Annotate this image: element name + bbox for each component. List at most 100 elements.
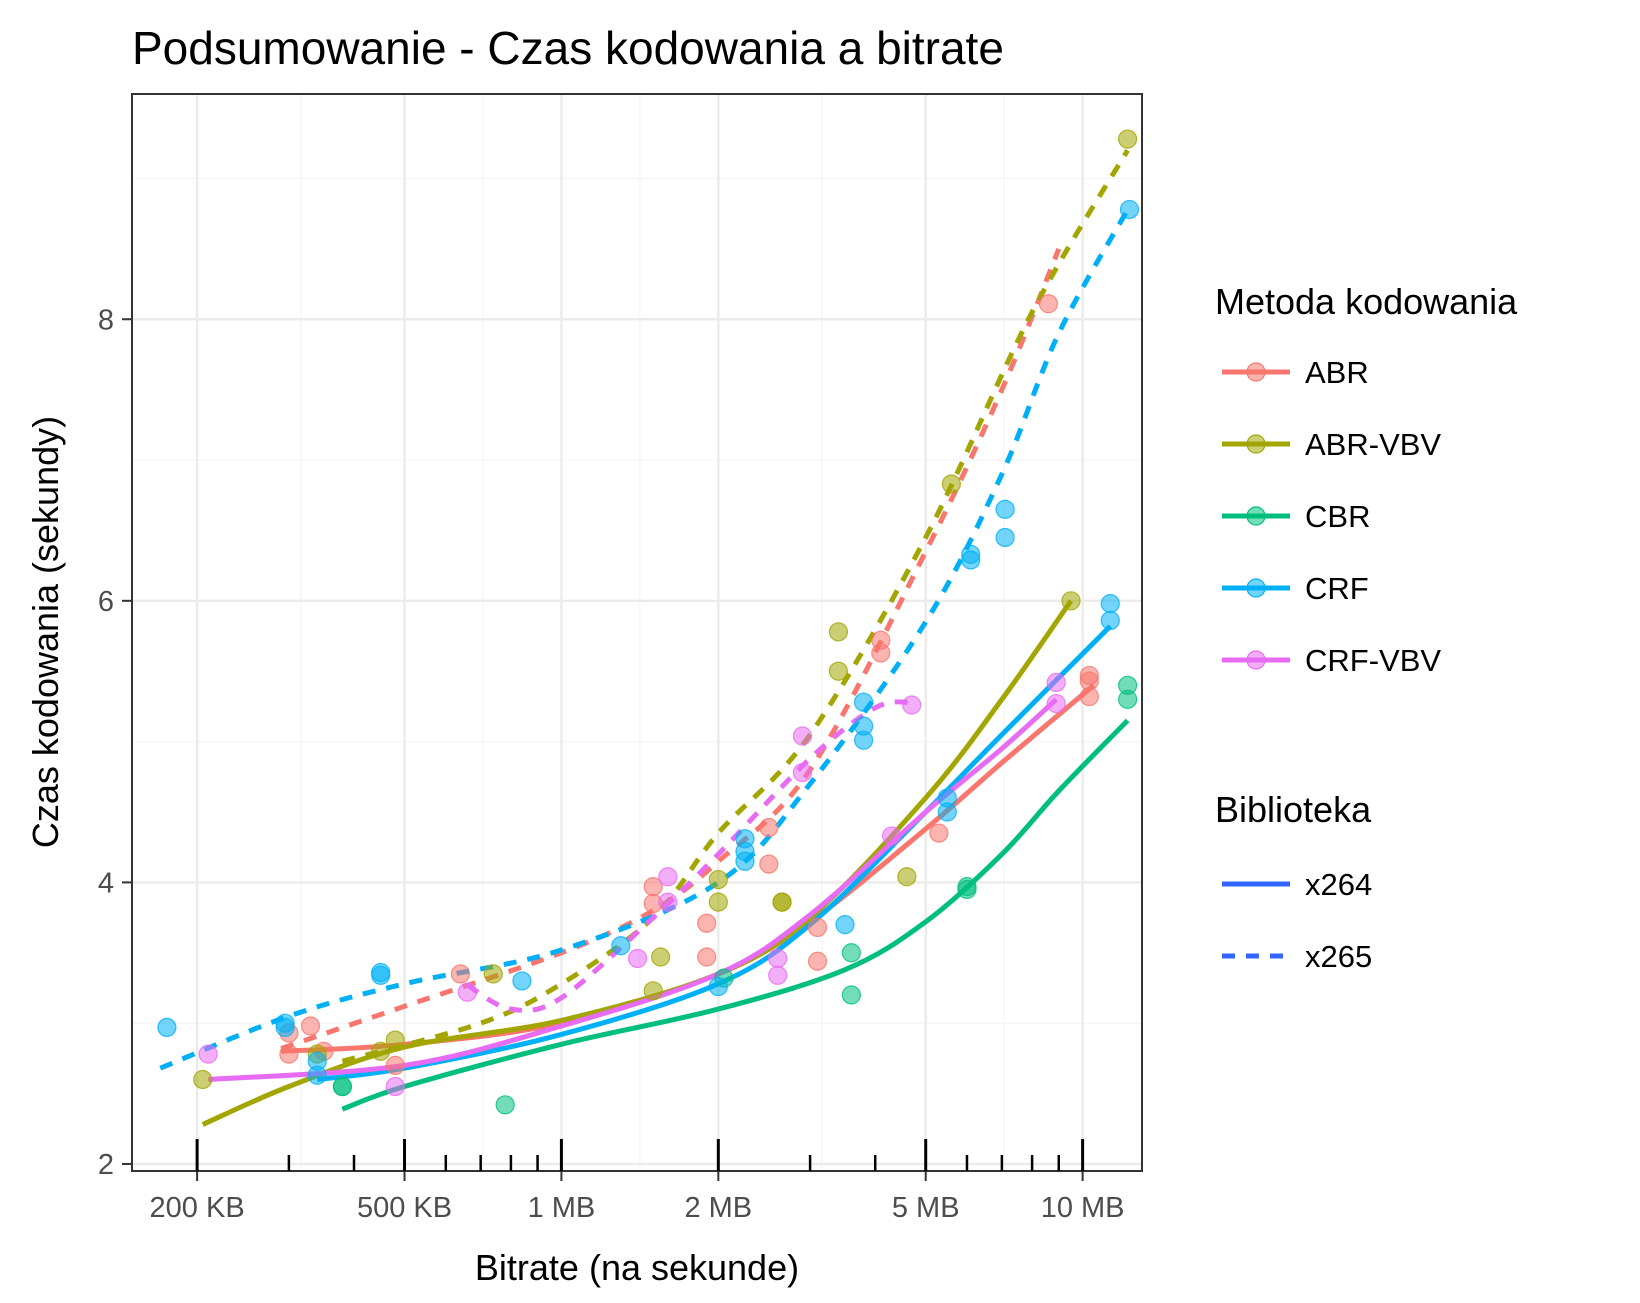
- y-tick-label: 2: [98, 1149, 114, 1181]
- data-point-crf-vbv: [385, 1076, 405, 1097]
- data-point-cbr: [841, 943, 861, 963]
- data-point-abr: [807, 951, 828, 971]
- data-point-crf-vbv: [627, 948, 648, 969]
- fit-lines: [159, 149, 1132, 1127]
- data-point-abr: [759, 817, 779, 838]
- data-point-crf-vbv: [1046, 672, 1066, 693]
- data-point-crf: [937, 788, 957, 808]
- data-point-crf-vbv: [1046, 693, 1066, 714]
- data-point-crf: [853, 716, 874, 736]
- legend-key-point: [1246, 506, 1266, 526]
- legend-label-abr: ABR: [1305, 355, 1369, 390]
- fit-line-x265-crf-vbv: [466, 699, 913, 1013]
- data-point-abr-vbv: [941, 474, 961, 494]
- data-point-crf-vbv: [658, 867, 678, 887]
- data-point-cbr: [1118, 689, 1138, 709]
- legend-label-x264: x264: [1305, 867, 1372, 902]
- data-point-abr: [385, 1055, 405, 1076]
- legend-label-crf-vbv: CRF-VBV: [1305, 643, 1441, 678]
- data-point-abr-vbv: [371, 1041, 391, 1061]
- data-point-abr-vbv: [708, 869, 728, 890]
- data-point-crf: [735, 829, 755, 849]
- data-point-abr: [1079, 686, 1099, 707]
- data-point-abr-vbv: [772, 892, 792, 912]
- data-point-abr: [759, 854, 779, 874]
- data-point-abr-vbv: [651, 947, 671, 967]
- legend-color-title: Metoda kodowania: [1215, 281, 1518, 322]
- data-point-crf: [371, 962, 391, 983]
- legend-label-x265: x265: [1305, 939, 1372, 974]
- data-point-crf-vbv: [457, 982, 477, 1002]
- data-point-abr-vbv: [1061, 591, 1081, 611]
- data-point-crf: [708, 976, 728, 997]
- data-point-abr: [871, 643, 891, 663]
- data-point-crf: [853, 692, 874, 712]
- data-point-abr-vbv: [193, 1069, 213, 1090]
- x-tick-label: 10 MB: [1041, 1192, 1125, 1224]
- data-point-crf: [1100, 610, 1120, 631]
- data-point-abr: [1038, 294, 1059, 314]
- plot-panel-border: [131, 93, 1143, 1172]
- data-point-crf-vbv: [768, 948, 788, 969]
- data-point-cbr: [957, 879, 977, 900]
- data-point-crf-vbv: [198, 1044, 218, 1064]
- fit-line-x264-crf-vbv: [208, 697, 1058, 1082]
- axes: 200 KB 500 KB 1 MB 2 MB 5 MB 10 MB 2 4 6 8: [98, 304, 1125, 1224]
- fit-line-x264-abr-vbv: [201, 599, 1074, 1127]
- data-point-crf: [835, 915, 855, 935]
- data-point-crf-vbv: [658, 892, 678, 912]
- data-point-abr-vbv: [708, 892, 728, 912]
- legend-key-point: [1246, 434, 1266, 454]
- data-point-crf-vbv: [792, 762, 813, 783]
- legend-key-point: [1246, 362, 1266, 382]
- data-point-abr-vbv: [483, 964, 503, 984]
- data-point-abr: [279, 1044, 299, 1064]
- data-point-crf: [995, 499, 1015, 519]
- legend-linetype-title: Biblioteka: [1215, 789, 1372, 830]
- data-point-crf: [157, 1017, 177, 1038]
- data-point-crf-vbv: [902, 695, 922, 715]
- data-point-crf-vbv: [792, 726, 813, 746]
- legend-label-crf: CRF: [1305, 571, 1369, 606]
- data-point-abr-vbv: [385, 1030, 405, 1050]
- data-point-abr-vbv: [1118, 129, 1138, 149]
- data-point-abr: [697, 913, 717, 933]
- data-point-cbr: [495, 1095, 515, 1115]
- y-axis-title: Czas kodowania (sekundy): [25, 416, 66, 848]
- data-point-abr: [450, 964, 470, 984]
- fit-line-x265-crf: [159, 205, 1132, 1071]
- x-tick-label: 2 MB: [684, 1192, 752, 1224]
- data-point-cbr: [332, 1076, 353, 1097]
- data-point-abr-vbv: [897, 867, 917, 887]
- data-point-abr: [300, 1016, 321, 1036]
- data-point-abr-vbv: [828, 622, 849, 642]
- grid: [132, 94, 1142, 1171]
- data-point-abr: [807, 917, 828, 938]
- data-point-crf: [611, 936, 631, 956]
- data-point-crf: [995, 527, 1015, 548]
- legend-key-point: [1246, 578, 1266, 598]
- data-point-crf: [307, 1065, 327, 1085]
- data-point-crf: [961, 550, 981, 570]
- legend: Metoda kodowania Biblioteka ABR ABR-VBV CB…: [1215, 281, 1518, 974]
- x-tick-label: 1 MB: [528, 1192, 596, 1224]
- data-point-abr-vbv: [828, 661, 849, 681]
- data-points: [157, 129, 1140, 1115]
- legend-label-abr-vbv: ABR-VBV: [1305, 427, 1441, 462]
- x-tick-label: 200 KB: [150, 1192, 245, 1224]
- data-point-crf: [1119, 199, 1140, 220]
- data-point-crf-vbv: [881, 826, 902, 846]
- x-tick-label: 500 KB: [357, 1192, 452, 1224]
- y-tick-label: 6: [98, 586, 114, 618]
- y-tick-label: 4: [98, 867, 114, 899]
- data-point-crf-vbv: [768, 965, 788, 985]
- fit-line-x265-abr-vbv: [341, 149, 1130, 1064]
- data-point-abr-vbv: [643, 981, 663, 1001]
- data-point-abr: [697, 947, 717, 967]
- legend-label-cbr: CBR: [1305, 499, 1370, 534]
- chart-title: Podsumowanie - Czas kodowania a bitrate: [132, 22, 1004, 74]
- data-point-crf: [1100, 594, 1120, 614]
- fit-line-x264-cbr: [341, 718, 1130, 1112]
- data-point-crf: [275, 1013, 295, 1033]
